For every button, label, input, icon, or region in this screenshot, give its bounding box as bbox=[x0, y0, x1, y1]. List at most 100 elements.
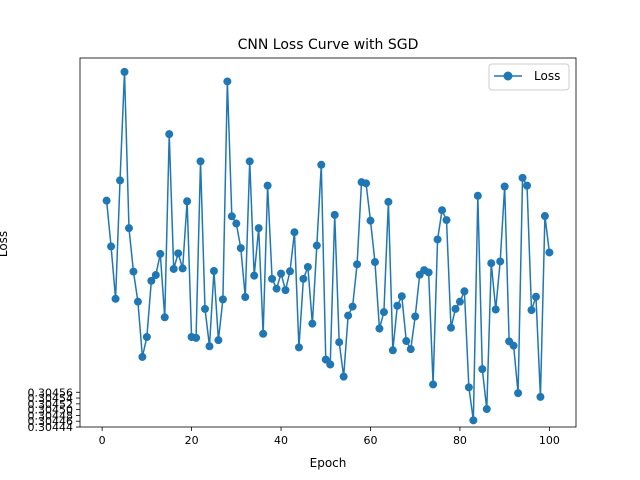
loss-data-point bbox=[438, 206, 447, 215]
loss-data-point bbox=[531, 292, 540, 301]
y-tick-label: 0.30450 bbox=[28, 404, 74, 417]
loss-data-point bbox=[402, 337, 411, 346]
loss-data-point bbox=[214, 336, 223, 345]
loss-data-point bbox=[464, 383, 473, 392]
loss-data-point bbox=[518, 173, 527, 182]
loss-data-point bbox=[429, 380, 438, 389]
loss-data-point bbox=[120, 67, 129, 76]
loss-data-point bbox=[151, 271, 160, 280]
loss-data-point bbox=[514, 389, 523, 398]
loss-data-point bbox=[424, 268, 433, 277]
loss-data-point bbox=[209, 267, 218, 276]
loss-data-point bbox=[223, 77, 232, 86]
loss-data-point bbox=[142, 332, 151, 341]
loss-data-point bbox=[460, 287, 469, 296]
loss-data-point bbox=[353, 260, 362, 269]
loss-data-point bbox=[393, 301, 402, 310]
loss-data-point bbox=[111, 294, 120, 303]
loss-data-point bbox=[330, 210, 339, 219]
loss-data-point bbox=[245, 157, 254, 166]
x-axis-title: Epoch bbox=[310, 456, 347, 470]
y-tick-label: 0.30448 bbox=[28, 409, 74, 422]
x-tick-label: 40 bbox=[274, 434, 288, 447]
loss-data-point bbox=[478, 365, 487, 374]
loss-data-point bbox=[183, 197, 192, 206]
loss-data-point bbox=[446, 323, 455, 332]
y-tick-label: 0.30454 bbox=[28, 392, 74, 405]
loss-data-point bbox=[487, 259, 496, 268]
loss-data-point bbox=[129, 267, 138, 276]
y-tick-label: 0.30446 bbox=[28, 415, 74, 428]
loss-data-point bbox=[473, 191, 482, 200]
loss-data-point bbox=[133, 297, 142, 306]
loss-data-point bbox=[303, 262, 312, 271]
loss-data-point bbox=[116, 176, 125, 185]
x-tick-label: 100 bbox=[539, 434, 560, 447]
loss-data-point bbox=[294, 343, 303, 352]
loss-data-point bbox=[308, 319, 317, 328]
loss-data-point bbox=[196, 157, 205, 166]
loss-data-point bbox=[290, 228, 299, 237]
loss-data-point bbox=[160, 313, 169, 322]
loss-data-point bbox=[263, 181, 272, 190]
loss-data-point bbox=[326, 360, 335, 369]
loss-data-point bbox=[102, 196, 111, 205]
loss-data-point bbox=[201, 304, 210, 313]
loss-data-point bbox=[277, 269, 286, 278]
axes-frame bbox=[79, 57, 577, 428]
loss-data-point bbox=[406, 345, 415, 354]
loss-data-point bbox=[540, 212, 549, 221]
legend-label-loss: Loss bbox=[534, 69, 560, 83]
loss-data-point bbox=[455, 297, 464, 306]
loss-data-point bbox=[147, 276, 156, 285]
loss-data-point bbox=[496, 257, 505, 266]
loss-data-point bbox=[312, 241, 321, 250]
loss-data-point bbox=[442, 216, 451, 225]
loss-data-point bbox=[411, 312, 420, 321]
x-tick-label: 60 bbox=[363, 434, 377, 447]
loss-data-point bbox=[348, 302, 357, 311]
loss-data-point bbox=[379, 308, 388, 317]
loss-data-point bbox=[192, 333, 201, 342]
legend: Loss bbox=[488, 63, 570, 91]
loss-data-point bbox=[523, 181, 532, 190]
y-tick-label: 0.30456 bbox=[28, 386, 74, 399]
loss-data-point bbox=[281, 286, 290, 295]
loss-data-point bbox=[169, 264, 178, 273]
loss-data-point bbox=[254, 224, 263, 233]
loss-data-point bbox=[299, 274, 308, 283]
loss-data-point bbox=[205, 342, 214, 351]
loss-data-point bbox=[124, 224, 133, 233]
loss-data-point bbox=[250, 271, 259, 280]
loss-data-point bbox=[500, 182, 509, 191]
loss-data-point bbox=[317, 160, 326, 169]
loss-data-point bbox=[241, 293, 250, 302]
loss-data-point bbox=[366, 216, 375, 225]
loss-data-point bbox=[491, 305, 500, 314]
loss-data-point bbox=[451, 304, 460, 313]
loss-data-point bbox=[375, 324, 384, 333]
loss-data-point bbox=[339, 372, 348, 381]
x-tick-label: 0 bbox=[99, 434, 106, 447]
loss-data-point bbox=[527, 306, 536, 315]
loss-data-point bbox=[227, 212, 236, 221]
x-tick-label: 80 bbox=[453, 434, 467, 447]
legend-point-marker bbox=[503, 71, 513, 81]
legend-box bbox=[488, 63, 570, 91]
loss-data-point bbox=[335, 338, 344, 347]
y-axis-title: Loss bbox=[0, 231, 10, 257]
loss-data-point bbox=[232, 219, 241, 228]
loss-data-point bbox=[397, 292, 406, 301]
loss-data-point bbox=[545, 248, 554, 257]
loss-data-point bbox=[259, 329, 268, 338]
loss-data-point bbox=[272, 284, 281, 293]
loss-data-point bbox=[268, 274, 277, 283]
x-tick-label: 20 bbox=[185, 434, 199, 447]
loss-data-point bbox=[165, 130, 174, 139]
loss-data-point bbox=[285, 267, 294, 276]
loss-data-point bbox=[362, 179, 371, 188]
loss-data-point bbox=[156, 249, 165, 258]
plot-area: 0 20 40 60 80 100 0.304440.304460.304480.30450… bbox=[28, 57, 577, 447]
y-tick-label: 0.30452 bbox=[28, 398, 74, 411]
loss-data-point bbox=[178, 264, 187, 273]
